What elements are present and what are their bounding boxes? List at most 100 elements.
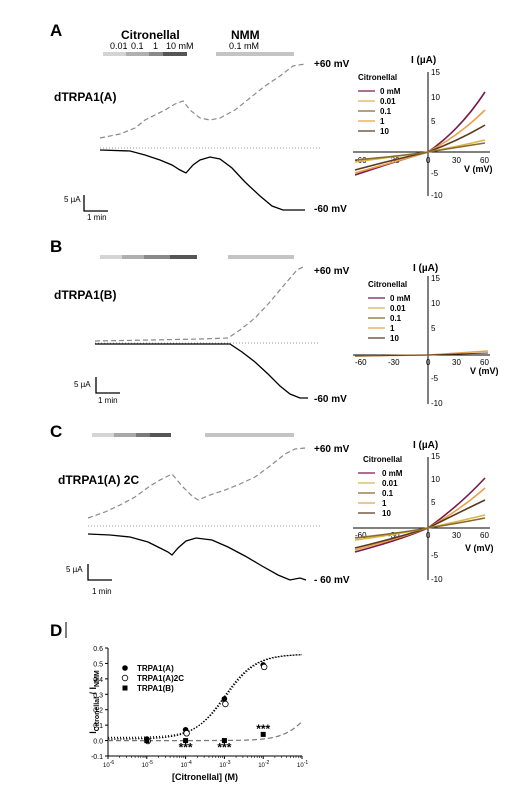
trace-neg60 <box>95 343 308 399</box>
legend-label: 0.1 <box>390 314 402 323</box>
iv-curve <box>354 142 486 161</box>
stim-bar-nmm <box>205 433 294 437</box>
iv-ytick: 15 <box>431 68 440 77</box>
significance-marks: *** *** *** <box>179 722 271 755</box>
iv-ylabel: I (µA) <box>413 263 438 274</box>
stim-bar <box>150 433 171 437</box>
iv-xtick: 30 <box>452 358 461 367</box>
iv-ytick: -10 <box>431 399 443 408</box>
iv-xtick: -60 <box>355 531 367 540</box>
scale-bar <box>83 195 108 212</box>
iv-legend: 0 mM 0.01 0.1 1 10 <box>358 469 403 518</box>
stim-citronellal-conc: 0.1 <box>131 41 144 51</box>
fit-curve <box>108 720 303 742</box>
scale-y-label: 5 µA <box>66 565 83 574</box>
panel-a: A Citronellal 0.01 0.1 1 10 mM NMM 0.1 m… <box>50 21 350 222</box>
panel-letter: B <box>50 237 62 256</box>
trace-neg-label: -60 mV <box>314 204 347 215</box>
iv-xlabel: V (mV) <box>465 543 494 553</box>
legend-label: TRPA1(B) <box>137 684 174 693</box>
stim-bar <box>103 52 126 56</box>
iv-xtick: 30 <box>452 156 461 165</box>
iv-xtick: 0 <box>426 531 431 540</box>
legend-label: 10 <box>382 509 391 518</box>
iv-legend-title: Citronellal <box>368 280 407 289</box>
x-tick-label: 10-2 <box>258 760 269 769</box>
scale-x-label: 1 min <box>87 213 107 222</box>
y-tick-label: 0.5 <box>93 661 103 668</box>
legend-label: 1 <box>380 117 385 126</box>
legend-label: 10 <box>380 127 389 136</box>
iv-ytick: 5 <box>431 324 436 333</box>
x-tick-base: 10 <box>181 763 188 769</box>
x-tick-exp: -3 <box>226 760 231 766</box>
iv-curve <box>354 477 486 553</box>
x-tick-label: 10-4 <box>181 760 192 769</box>
legend-label: 0.1 <box>380 107 392 116</box>
x-tick-base: 10 <box>142 763 149 769</box>
trace-neg-label: - 60 mV <box>314 575 350 586</box>
stim-bar <box>122 255 144 259</box>
iv-xtick: 30 <box>452 531 461 540</box>
legend-label: 10 <box>390 334 399 343</box>
iv-plot-b: I (µA) V (mV) 15 10 5 -5 -10 -60 -30 0 3… <box>353 263 499 408</box>
iv-legend: 0 mM 0.01 0.1 1 10 <box>368 294 411 343</box>
stim-bar <box>92 433 114 437</box>
stim-bar <box>163 52 187 56</box>
trace-pos60 <box>87 447 306 519</box>
stim-bar-nmm <box>228 255 294 259</box>
iv-ytick: -10 <box>431 191 443 200</box>
iv-xtick: -60 <box>355 358 367 367</box>
trace-name: dTRPA1(A) <box>54 90 116 104</box>
iv-xtick: -30 <box>388 531 400 540</box>
data-point <box>144 738 150 744</box>
stim-nmm-conc: 0.1 mM <box>229 41 259 51</box>
data-point <box>221 696 228 702</box>
significance-mark: *** <box>217 741 231 755</box>
trace-pos-label: +60 mV <box>314 266 350 277</box>
iv-ytick: 10 <box>431 475 440 484</box>
legend-label: TRPA1(A)2C <box>137 674 184 683</box>
iv-curve <box>354 352 489 357</box>
chart-ylabel: ICitronellal / INMM <box>88 670 101 734</box>
significance-mark: *** <box>179 741 193 755</box>
x-tick-base: 10 <box>103 763 110 769</box>
ylabel-sep: / I <box>88 687 98 697</box>
stim-citronellal-conc: 1 <box>153 41 158 51</box>
iv-xtick: 60 <box>480 531 489 540</box>
trace-pos-label: +60 mV <box>314 59 350 70</box>
iv-ytick: -5 <box>431 374 439 383</box>
iv-ylabel: I (µA) <box>411 55 436 66</box>
legend-label: 1 <box>390 324 395 333</box>
x-tick-base: 10 <box>258 763 265 769</box>
iv-legend: 0 mM 0.01 0.1 1 10 <box>358 87 401 136</box>
stim-bar <box>136 433 150 437</box>
iv-ytick: -10 <box>431 575 443 584</box>
data-point <box>183 730 190 737</box>
iv-xtick: -30 <box>388 358 400 367</box>
y-tick-label: -0.1 <box>91 754 103 761</box>
trace-neg60 <box>99 149 305 211</box>
panel-letter: C <box>50 422 62 441</box>
legend-marker <box>122 685 128 691</box>
chart-xlabel: [Citronellal] (M) <box>172 772 238 782</box>
x-tick-label: 10-5 <box>142 760 153 769</box>
y-tick-label: 0.1 <box>93 723 103 730</box>
trace-name: dTRPA1(B) <box>54 288 116 302</box>
iv-ytick: 5 <box>431 498 436 507</box>
x-tick-exp: -5 <box>148 760 153 766</box>
stim-citronellal-conc: 10 mM <box>166 41 194 51</box>
iv-curve <box>354 91 486 176</box>
trace-neg-label: -60 mV <box>314 394 347 405</box>
ylabel-sub: NMM <box>94 670 101 687</box>
data-point <box>260 731 266 737</box>
iv-ytick: 10 <box>431 299 440 308</box>
iv-legend-title: Citronellal <box>363 455 402 464</box>
scale-x-label: 1 min <box>92 587 112 596</box>
x-tick-label: 10-1 <box>297 760 308 769</box>
x-tick-exp: -1 <box>304 760 309 766</box>
iv-ytick: -5 <box>431 169 439 178</box>
iv-xlabel: V (mV) <box>464 164 493 174</box>
x-tick-exp: -6 <box>110 760 115 766</box>
stim-bar <box>114 433 136 437</box>
